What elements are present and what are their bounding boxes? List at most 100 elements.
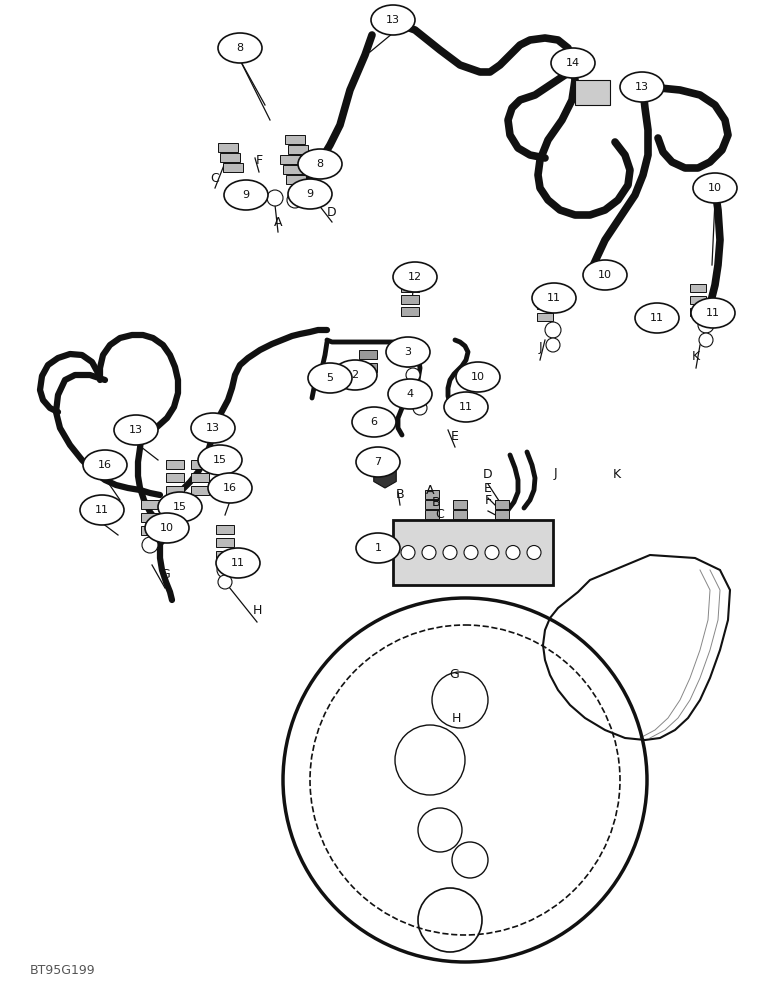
Bar: [288, 145, 308, 154]
Text: 11: 11: [706, 308, 720, 318]
Ellipse shape: [208, 473, 252, 503]
Text: 6: 6: [371, 417, 378, 427]
Bar: [393, 520, 553, 585]
Ellipse shape: [620, 72, 664, 102]
Text: 12: 12: [408, 272, 422, 282]
Ellipse shape: [386, 337, 430, 367]
Text: 10: 10: [708, 183, 722, 193]
Text: E: E: [484, 482, 492, 494]
Circle shape: [401, 546, 415, 560]
Circle shape: [506, 546, 520, 560]
Circle shape: [311, 190, 325, 204]
Ellipse shape: [216, 548, 260, 578]
Bar: [425, 510, 439, 519]
Circle shape: [422, 546, 436, 560]
Circle shape: [410, 383, 424, 397]
Circle shape: [546, 338, 560, 352]
Bar: [216, 525, 234, 534]
Bar: [690, 284, 706, 292]
Ellipse shape: [191, 413, 235, 443]
Bar: [283, 165, 303, 174]
Bar: [291, 155, 311, 164]
Text: 16: 16: [98, 460, 112, 470]
Text: A: A: [426, 484, 434, 496]
Ellipse shape: [83, 450, 127, 480]
Bar: [286, 175, 306, 184]
Text: 3: 3: [404, 347, 411, 357]
Ellipse shape: [388, 379, 432, 409]
Text: BT95G199: BT95G199: [30, 964, 96, 976]
Text: 8: 8: [316, 159, 324, 169]
Text: 10: 10: [598, 270, 612, 280]
Text: 14: 14: [566, 58, 580, 68]
Text: 8: 8: [236, 43, 243, 53]
Ellipse shape: [145, 513, 189, 543]
Text: C: C: [435, 508, 445, 522]
Circle shape: [464, 546, 478, 560]
Text: 11: 11: [231, 558, 245, 568]
Bar: [223, 163, 243, 172]
Text: 2: 2: [351, 370, 359, 380]
Ellipse shape: [356, 533, 400, 563]
Text: F: F: [484, 494, 492, 508]
Ellipse shape: [333, 360, 377, 390]
Bar: [141, 513, 159, 522]
Text: 10: 10: [471, 372, 485, 382]
Ellipse shape: [371, 5, 415, 35]
Circle shape: [443, 546, 457, 560]
Polygon shape: [374, 462, 396, 488]
Ellipse shape: [114, 415, 158, 445]
Circle shape: [485, 546, 499, 560]
Bar: [216, 551, 234, 560]
Bar: [537, 289, 553, 297]
Text: B: B: [396, 488, 404, 502]
Bar: [359, 363, 377, 372]
Bar: [280, 155, 300, 164]
Bar: [191, 473, 209, 482]
Text: 7: 7: [375, 457, 382, 467]
Text: H: H: [252, 603, 261, 616]
Text: J: J: [538, 342, 542, 355]
Ellipse shape: [693, 173, 737, 203]
Bar: [191, 460, 209, 469]
Text: 13: 13: [206, 423, 220, 433]
Text: J: J: [553, 468, 557, 481]
Circle shape: [545, 322, 561, 338]
Bar: [220, 153, 240, 162]
Ellipse shape: [456, 362, 500, 392]
Ellipse shape: [298, 149, 342, 179]
Text: D: D: [328, 207, 337, 220]
Text: E: E: [451, 430, 459, 444]
Text: 16: 16: [223, 483, 237, 493]
Text: 10: 10: [160, 523, 174, 533]
Circle shape: [267, 190, 283, 206]
Ellipse shape: [158, 492, 202, 522]
Circle shape: [217, 562, 233, 578]
Text: 1: 1: [375, 543, 382, 553]
Text: 11: 11: [459, 402, 473, 412]
Bar: [425, 490, 439, 499]
Text: 9: 9: [306, 189, 314, 199]
Text: 15: 15: [213, 455, 227, 465]
Bar: [191, 486, 209, 495]
Ellipse shape: [218, 33, 262, 63]
Text: C: C: [211, 172, 220, 184]
Bar: [141, 526, 159, 535]
Bar: [216, 538, 234, 547]
Text: B: B: [432, 496, 440, 510]
Text: K: K: [613, 468, 621, 481]
Bar: [401, 283, 419, 292]
Text: 15: 15: [173, 502, 187, 512]
Bar: [453, 500, 467, 509]
Bar: [575, 80, 610, 105]
Bar: [218, 143, 238, 152]
Text: 13: 13: [129, 425, 143, 435]
Circle shape: [218, 575, 232, 589]
Circle shape: [287, 192, 303, 208]
Circle shape: [248, 193, 262, 207]
Text: 11: 11: [95, 505, 109, 515]
Bar: [285, 135, 305, 144]
Circle shape: [698, 317, 714, 333]
Ellipse shape: [635, 303, 679, 333]
Text: 13: 13: [635, 82, 649, 92]
